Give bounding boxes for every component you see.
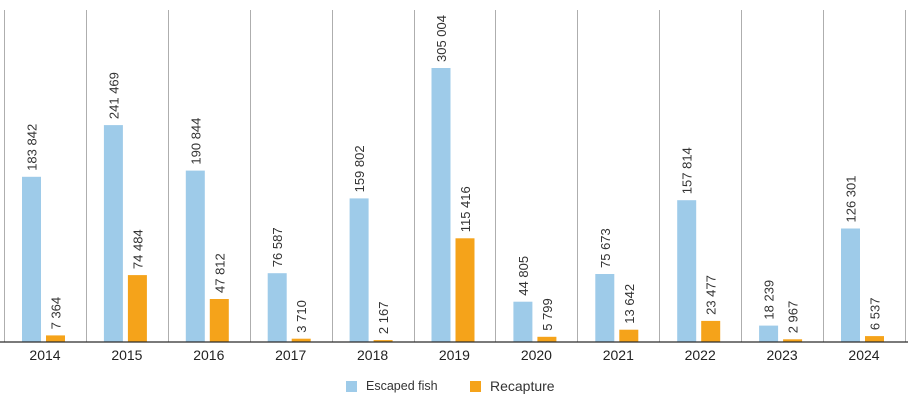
data-label: 115 416 (458, 186, 473, 232)
bars (22, 68, 884, 342)
data-label: 126 301 (844, 176, 859, 223)
bar (841, 228, 860, 342)
bar (103, 125, 123, 342)
x-tick-label: 2016 (193, 347, 224, 363)
data-label: 183 842 (25, 124, 40, 171)
data-label: 157 814 (680, 147, 695, 194)
x-tick-label: 2021 (603, 347, 634, 363)
bar (127, 275, 147, 342)
data-label: 6 537 (868, 298, 883, 331)
bar (209, 299, 229, 342)
bar (185, 170, 205, 342)
data-label: 76 587 (270, 227, 285, 267)
bar-chart: 183 842 7 364 241 469 74 484 190 844 47 812 76… (0, 10, 908, 363)
x-tick-label: 2023 (767, 347, 798, 363)
bar (865, 336, 884, 342)
bar (595, 274, 615, 342)
year-separators (4, 10, 906, 342)
x-tick-label: 2014 (29, 347, 60, 363)
data-label: 5 799 (540, 298, 555, 331)
x-tick-label: 2018 (357, 347, 388, 363)
x-tick-labels: 2014 2015 2016 2017 2018 2019 2020 2021 2022 2023… (29, 347, 879, 363)
bar (373, 340, 393, 342)
data-label: 3 710 (294, 300, 309, 333)
bar (431, 68, 451, 342)
legend-label-escaped-fish: Escaped fish (366, 379, 438, 393)
bar (267, 273, 287, 342)
data-label: 159 802 (352, 145, 367, 192)
data-label: 74 484 (130, 229, 145, 269)
data-label: 44 805 (516, 256, 531, 296)
data-label: 190 844 (188, 118, 203, 165)
data-label: 13 642 (622, 284, 637, 324)
bar (349, 198, 369, 342)
bar (677, 200, 697, 342)
legend-item-recapture: Recapture (470, 376, 555, 396)
x-tick-label: 2022 (685, 347, 716, 363)
data-label: 23 477 (704, 275, 719, 315)
data-label: 2 967 (786, 301, 801, 334)
x-tick-label: 2024 (848, 347, 879, 363)
legend-item-escaped-fish: Escaped fish (346, 376, 438, 396)
value-labels: 183 842 7 364 241 469 74 484 190 844 47 812 76… (25, 15, 883, 334)
data-label: 18 239 (762, 280, 777, 320)
x-tick-label: 2020 (521, 347, 552, 363)
bar (455, 238, 475, 342)
legend-swatch-escaped-fish (346, 380, 357, 392)
x-tick-label: 2015 (111, 347, 142, 363)
legend-swatch-recapture (470, 380, 481, 392)
legend-label-recapture: Recapture (490, 378, 555, 394)
data-label: 305 004 (434, 15, 449, 62)
data-label: 241 469 (106, 72, 121, 119)
bar (291, 338, 311, 342)
legend: Escaped fish Recapture (0, 376, 908, 396)
bar (759, 325, 779, 342)
bar (46, 335, 65, 342)
bar (513, 301, 533, 342)
bar (22, 176, 41, 342)
bar (537, 336, 557, 342)
bar (619, 329, 639, 342)
x-tick-label: 2019 (439, 347, 470, 363)
x-tick-label: 2017 (275, 347, 306, 363)
data-label: 75 673 (598, 228, 613, 268)
data-label: 7 364 (49, 297, 64, 330)
data-label: 2 167 (376, 302, 391, 335)
data-label: 47 812 (212, 253, 227, 293)
bar (701, 320, 721, 342)
bar (783, 339, 803, 342)
